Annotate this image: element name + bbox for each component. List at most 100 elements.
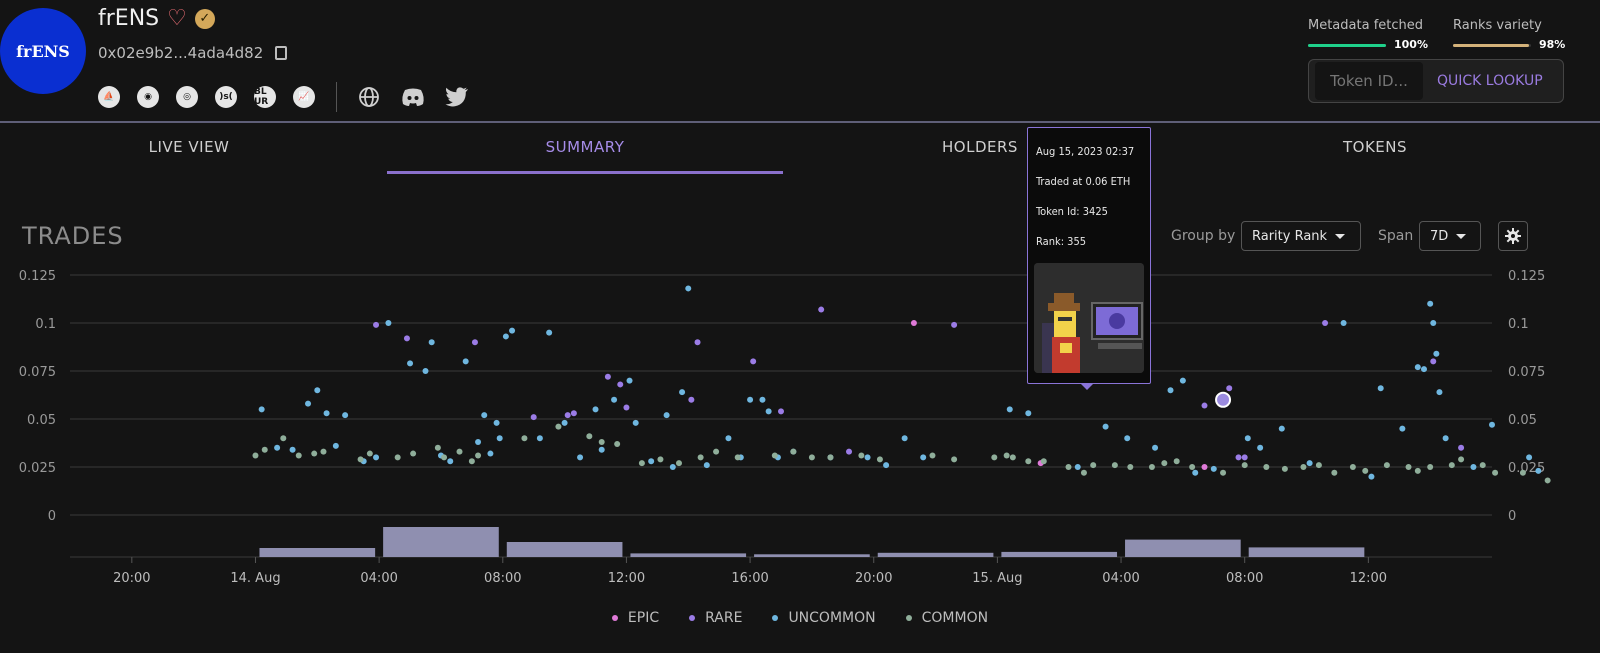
tab-summary[interactable]: SUMMARY [545,138,625,156]
x2y2-icon[interactable]: ◎ [176,86,198,108]
trade-point-uncommon [1192,469,1199,476]
trade-point-rare [564,412,571,419]
trade-point-epic [1201,464,1208,470]
blur-icon[interactable]: BL UR [254,86,276,108]
legend-item-rare[interactable]: RARE [689,610,742,626]
group-by-select[interactable]: Rarity Rank [1241,221,1361,251]
trade-point-uncommon [703,462,710,469]
trade-point-common [357,456,364,463]
trade-point-common [790,448,797,455]
y-tick-label-right: 0.125 [1508,269,1545,284]
trade-point-uncommon [1179,377,1186,384]
quick-lookup: QUICK LOOKUP [1308,59,1564,103]
volume-bar [259,548,376,557]
volume-bar [877,552,994,557]
trade-point-uncommon [373,454,380,461]
span-select[interactable]: 7D [1419,221,1481,251]
x-tick-label: 16:00 [731,571,768,586]
tab-holders[interactable]: HOLDERS [942,138,1018,156]
trade-point-common [1127,464,1134,470]
tooltip-rank: Rank: 355 [1036,235,1087,248]
y-tick-label: 0.075 [19,365,56,380]
y-tick-label: 0.1 [35,317,56,332]
tab-tokens[interactable]: TOKENS [1342,138,1408,156]
y-tick-label-right: 0 [1508,509,1516,524]
trade-point-common [252,452,259,459]
trade-point-rare [604,373,611,380]
looksrare-icon[interactable]: ◉ [137,86,159,108]
chart-title: TRADES [22,222,124,250]
trade-point-uncommon [1074,464,1081,470]
metadata-fetched-pct: 100% [1394,38,1428,51]
volume-bar [506,542,623,557]
trade-point-rare [750,358,757,365]
gear-icon[interactable] [1498,221,1528,251]
legend-item-common[interactable]: COMMON [905,610,988,626]
legend-item-epic[interactable]: EPIC [611,610,659,626]
trade-point-uncommon [1340,320,1347,326]
trade-point-uncommon [1470,464,1477,470]
discord-icon[interactable] [401,85,425,109]
trade-point-rare [1201,402,1208,409]
trade-point-rare [846,448,853,455]
trade-point-uncommon [481,412,488,419]
legend-dot-icon [689,615,696,621]
trade-point-rare [688,396,695,403]
trade-point-uncommon [305,400,312,407]
trade-point-uncommon [502,333,509,340]
verified-badge-icon: ✓ [194,8,215,29]
trade-point-uncommon [332,442,339,449]
trade-point-rare [623,404,630,411]
y-tick-label: 0.05 [27,413,56,428]
token-id-input[interactable] [1315,62,1423,100]
trade-point-uncommon [407,360,414,367]
y-tick-label-right: 0.075 [1508,365,1545,380]
opensea-icon[interactable]: ⛵ [98,86,120,108]
collection-avatar: frENS [0,8,86,94]
tab-live-view[interactable]: LIVE VIEW [148,138,230,156]
trade-point-rare [1235,454,1242,461]
legend-label: RARE [705,610,743,626]
trade-point-common [1383,462,1390,469]
header-divider [0,121,1600,123]
heart-icon[interactable]: ♡ [167,6,187,31]
trade-point-common [1448,462,1455,469]
copy-icon[interactable] [275,46,288,60]
trade-point-uncommon [462,358,469,365]
trade-point-uncommon [1368,473,1375,480]
trade-point-common [1315,462,1322,469]
trade-point-common [1148,464,1155,470]
trade-point-uncommon [1420,366,1427,373]
trade-point-common [1025,458,1032,465]
trade-point-common [614,440,621,447]
trade-point-common [771,452,778,459]
ranks-variety-meter: Ranks variety 98% [1453,18,1565,51]
quick-lookup-button[interactable]: QUICK LOOKUP [1437,73,1543,89]
trade-point-common [1414,467,1421,474]
trade-point-uncommon [598,446,605,453]
y-tick-label: 0.025 [19,461,56,476]
trade-point-common [1519,469,1526,476]
chart-legend: EPIC RARE UNCOMMON COMMON [0,610,1600,626]
globe-icon[interactable] [357,85,381,109]
sudoswap-icon[interactable]: )s( [215,86,237,108]
trade-point-rare [403,335,410,342]
trade-point-uncommon [1427,300,1434,307]
trade-point-uncommon [901,435,908,442]
trade-point-common [394,454,401,461]
legend-item-uncommon[interactable]: UNCOMMON [772,610,876,626]
trade-point-common [1405,464,1412,470]
metadata-fetched-bar [1308,44,1386,47]
trade-point-uncommon [1489,421,1495,428]
trade-point-uncommon [626,377,633,384]
y-tick-label: 0.125 [19,269,56,284]
nftx-icon[interactable]: 📈 [293,86,315,108]
twitter-icon[interactable] [445,85,469,109]
trade-point-uncommon [1414,364,1421,371]
trade-point-common [951,456,958,463]
trade-point-uncommon [289,446,296,453]
trade-point-uncommon [493,419,500,426]
tooltip-date: Aug 15, 2023 02:37 [1036,145,1135,158]
trade-point-common [1544,477,1551,484]
